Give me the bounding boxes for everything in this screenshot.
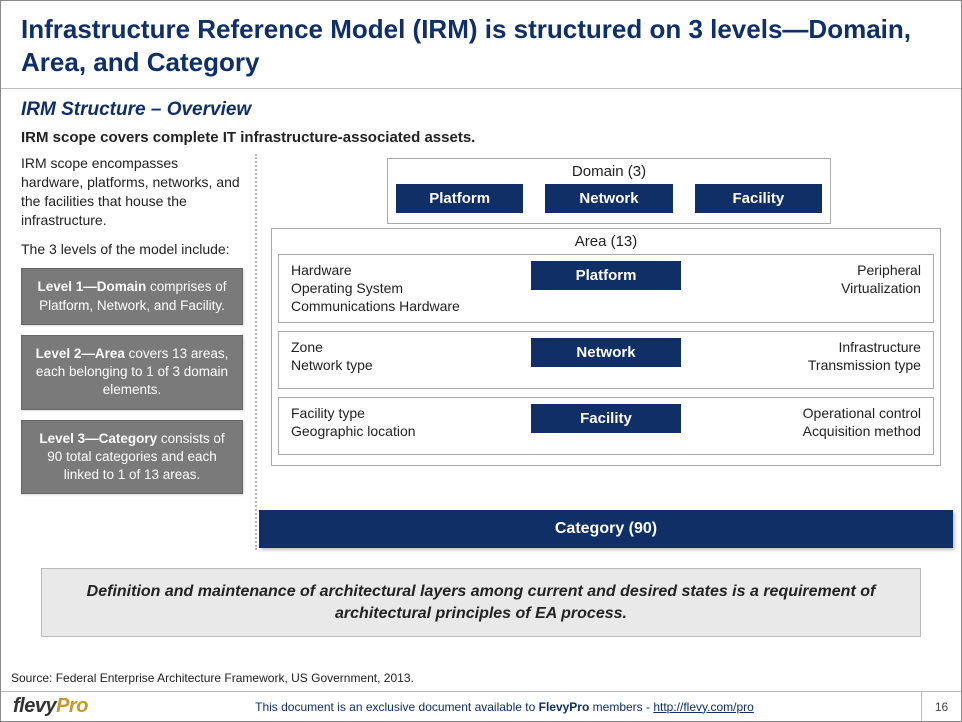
title-bar: Infrastructure Reference Model (IRM) is … [1,1,961,89]
area-item: Communications Hardware [291,297,499,315]
area-platform-right: Peripheral Virtualization [713,261,921,297]
area-item: Operational control [713,404,921,422]
footer-prefix: This document is an exclusive document a… [255,700,538,714]
area-row-platform: Hardware Operating System Communications… [278,254,934,323]
intro-paragraph-1: IRM scope encompasses hardware, platform… [21,154,243,230]
area-box: Area (13) Hardware Operating System Comm… [271,228,941,466]
area-item: Facility type [291,404,499,422]
area-facility-right: Operational control Acquisition method [713,404,921,440]
area-item: Operating System [291,279,499,297]
left-column: IRM scope encompasses hardware, platform… [21,154,257,550]
flevypro-logo: flevyPro [1,695,88,718]
domain-pill-network: Network [545,184,672,213]
section-subtitle: IRM Structure – Overview [1,89,961,125]
area-platform-left: Hardware Operating System Communications… [291,261,499,316]
area-row-network: Zone Network type Network Infrastructure… [278,331,934,389]
level1-title: Level 1—Domain [37,279,146,294]
level-box-area: Level 2—Area covers 13 areas, each belon… [21,335,243,410]
area-item: Acquisition method [713,422,921,440]
callout-box: Definition and maintenance of architectu… [41,568,921,637]
domain-pill-facility: Facility [695,184,822,213]
footer-suffix: members - [589,700,653,714]
footer-text: This document is an exclusive document a… [88,700,921,714]
area-item: Peripheral [713,261,921,279]
domain-label: Domain (3) [396,163,822,180]
area-item: Infrastructure [713,338,921,356]
level3-title: Level 3—Category [39,431,157,446]
footer-brand: FlevyPro [539,700,590,714]
area-pill-platform: Platform [531,261,681,290]
footer-link[interactable]: http://flevy.com/pro [653,700,753,714]
area-item: Virtualization [713,279,921,297]
page-title: Infrastructure Reference Model (IRM) is … [21,13,941,78]
logo-main: flevy [13,695,56,717]
intro-paragraph-2: The 3 levels of the model include: [21,240,243,259]
domain-row: Platform Network Facility [396,184,822,213]
area-pill-network: Network [531,338,681,367]
category-bar: Category (90) [259,510,953,548]
level2-title: Level 2—Area [36,346,125,361]
area-network-right: Infrastructure Transmission type [713,338,921,374]
area-facility-center: Facility [499,404,713,433]
scope-line: IRM scope covers complete IT infrastruct… [1,125,961,154]
footer: flevyPro This document is an exclusive d… [1,691,961,721]
domain-box: Domain (3) Platform Network Facility [387,158,831,224]
area-pill-facility: Facility [531,404,681,433]
area-label: Area (13) [278,233,934,250]
area-item: Transmission type [713,356,921,374]
area-item: Geographic location [291,422,499,440]
logo-suffix: Pro [56,695,88,717]
irm-diagram: Domain (3) Platform Network Facility Are… [271,158,941,550]
area-item: Zone [291,338,499,356]
area-row-facility: Facility type Geographic location Facili… [278,397,934,455]
level-box-domain: Level 1—Domain comprises of Platform, Ne… [21,268,243,324]
right-column: Domain (3) Platform Network Facility Are… [271,154,941,550]
area-item: Network type [291,356,499,374]
page-number: 16 [921,692,961,721]
level-box-category: Level 3—Category consists of 90 total ca… [21,420,243,495]
source-citation: Source: Federal Enterprise Architecture … [11,671,414,685]
area-network-center: Network [499,338,713,367]
area-network-left: Zone Network type [291,338,499,374]
area-platform-center: Platform [499,261,713,290]
area-item: Hardware [291,261,499,279]
area-facility-left: Facility type Geographic location [291,404,499,440]
main-content: IRM scope encompasses hardware, platform… [1,154,961,550]
domain-pill-platform: Platform [396,184,523,213]
